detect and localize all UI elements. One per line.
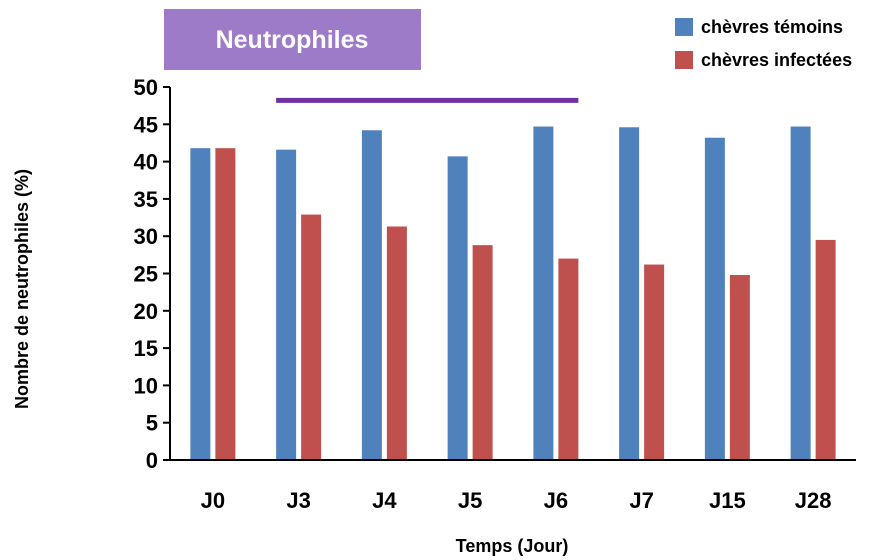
x-axis-labels: J0 J3 J4 J5 J6 J7 J15 J28	[201, 488, 832, 513]
y-tick-label: 15	[134, 336, 158, 361]
x-tick-label: J28	[795, 488, 832, 513]
bar-infected-j7	[644, 264, 665, 460]
bar-infected-j4	[386, 226, 407, 460]
legend-label-infected: chèvres infectées	[701, 50, 852, 70]
y-axis-ticks: 0 5 10 15 20 25 30 35 40 45 50	[134, 75, 170, 473]
chart-title-box	[164, 9, 421, 70]
y-tick-label: 25	[134, 262, 158, 287]
bar-controls-j5	[447, 156, 468, 461]
y-tick-label: 0	[146, 448, 158, 473]
bar-infected-j0	[215, 148, 236, 460]
y-tick-label: 50	[134, 75, 158, 100]
y-axis-title: Nombre de neutrophiles (%)	[12, 169, 32, 409]
bar-controls-j3	[276, 149, 297, 460]
y-tick-label: 20	[134, 299, 158, 324]
x-tick-label: J15	[709, 488, 746, 513]
bar-controls-j6	[533, 126, 554, 461]
y-tick-label: 5	[146, 411, 158, 436]
x-tick-label: J7	[629, 488, 653, 513]
bar-controls-j7	[619, 127, 640, 460]
x-tick-label: J6	[544, 488, 568, 513]
legend-label-controls: chèvres témoins	[701, 17, 843, 37]
bar-infected-j28	[815, 239, 836, 460]
bar-infected-j3	[301, 214, 322, 460]
legend-swatch-infected	[675, 51, 693, 69]
legend-swatch-controls	[675, 18, 693, 36]
x-tick-label: J4	[372, 488, 397, 513]
x-tick-label: J3	[286, 488, 310, 513]
bar-infected-j5	[472, 245, 493, 460]
y-tick-label: 40	[134, 150, 158, 175]
y-tick-label: 45	[134, 112, 158, 137]
y-tick-label: 10	[134, 373, 158, 398]
bar-controls-j0	[190, 148, 211, 460]
bar-infected-j15	[729, 274, 750, 460]
bar-controls-j28	[790, 126, 811, 461]
chart-title: Neutrophiles	[216, 26, 369, 54]
bar-controls-j15	[704, 137, 725, 460]
bar-infected-j6	[558, 258, 579, 460]
x-tick-label: J5	[458, 488, 482, 513]
x-tick-label: J0	[201, 488, 225, 513]
bar-controls-j4	[361, 130, 382, 460]
y-tick-label: 30	[134, 224, 158, 249]
bars	[190, 126, 836, 461]
y-tick-label: 35	[134, 187, 158, 212]
x-axis-title: Temps (Jour)	[456, 536, 569, 556]
